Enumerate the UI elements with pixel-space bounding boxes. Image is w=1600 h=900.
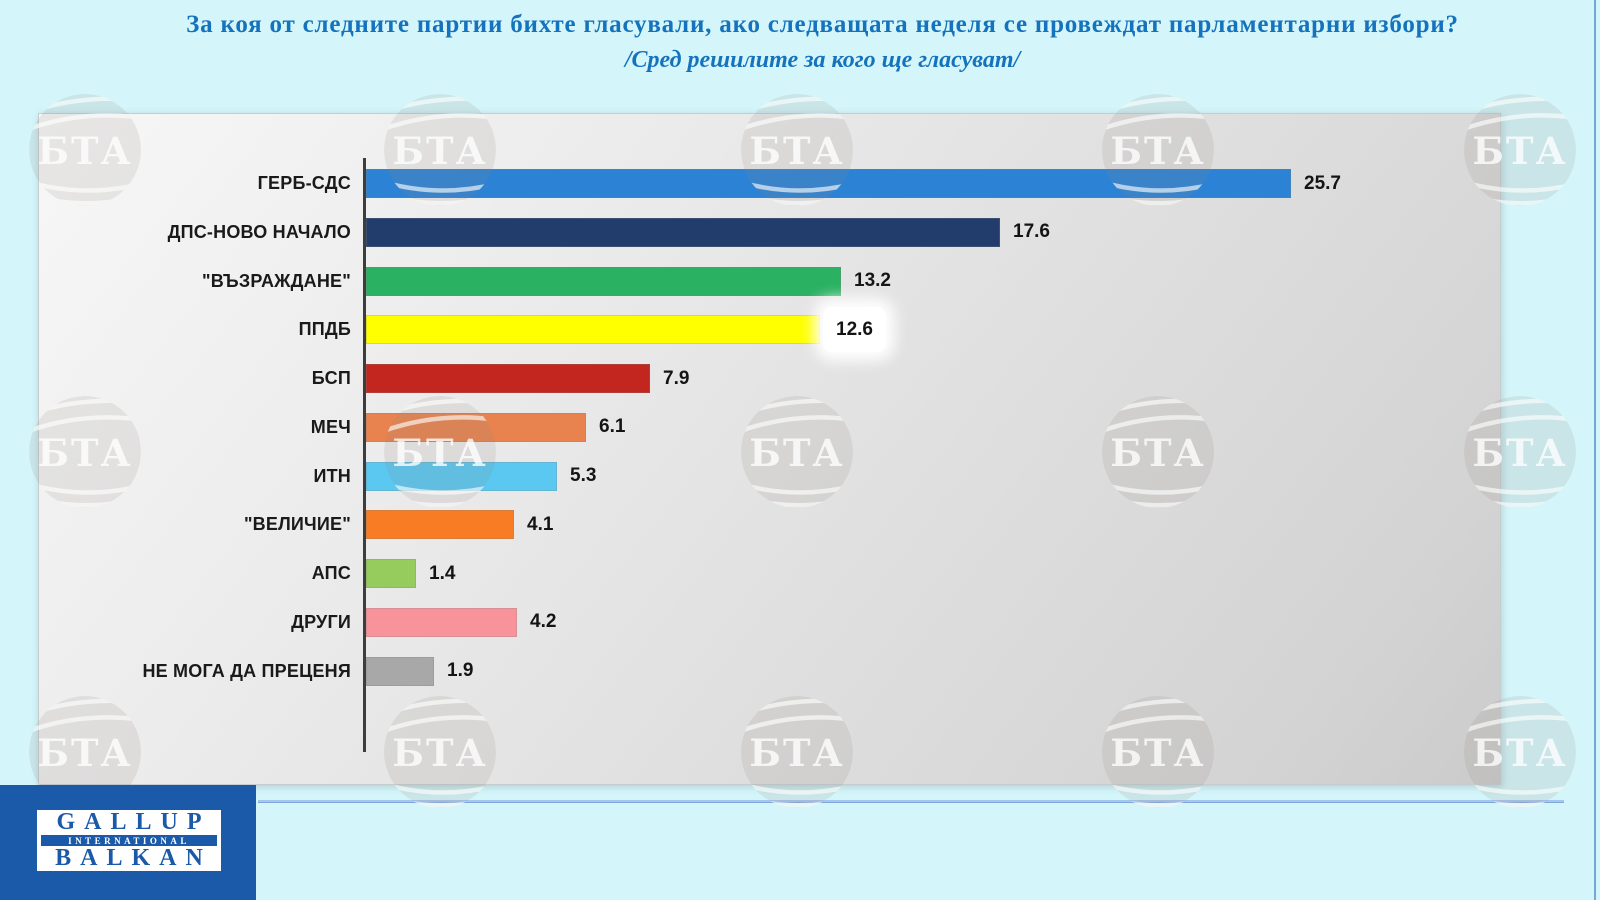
party-label: БСП xyxy=(311,368,351,388)
chart-bar xyxy=(366,217,1000,247)
logo-international-text: INTERNATIONAL xyxy=(41,835,217,846)
value-label: 12.6 xyxy=(823,307,886,353)
gallup-balkan-logo: GALLUP INTERNATIONAL BALKAN xyxy=(0,785,256,900)
party-label: ДПС-НОВО НАЧАЛО xyxy=(167,221,351,242)
right-border-line xyxy=(1594,0,1596,900)
party-label: "ВЪЗРАЖДАНЕ" xyxy=(201,270,351,291)
value-label: 1.9 xyxy=(447,660,474,681)
chart-title-block: За коя от следните партии бихте гласувал… xyxy=(0,8,1600,76)
value-label: 7.9 xyxy=(663,367,690,389)
chart-bar xyxy=(366,510,514,540)
party-label: ИТН xyxy=(313,465,351,486)
party-label: НЕ МОГА ДА ПРЕЦЕНЯ xyxy=(142,660,351,681)
logo-balkan-text: BALKAN xyxy=(55,845,212,871)
chart-panel: ГЕРБ-СДС 25.7 ДПС-НОВО НАЧАЛО 17.6 "ВЪЗРАЖДА… xyxy=(38,113,1501,785)
gallup-logo-box: GALLUP INTERNATIONAL BALKAN xyxy=(37,810,221,871)
value-label: 4.1 xyxy=(527,513,554,535)
chart-bar xyxy=(366,266,841,296)
chart-bar xyxy=(366,364,650,393)
chart-bar xyxy=(366,315,820,345)
party-label: ДРУГИ xyxy=(291,611,351,632)
logo-gallup-text: GALLUP xyxy=(56,809,211,835)
party-label: "ВЕЛИЧИЕ" xyxy=(243,514,351,535)
value-label: 13.2 xyxy=(854,270,891,291)
party-label: ППДБ xyxy=(298,319,351,340)
party-label: ГЕРБ-СДС xyxy=(257,173,351,193)
chart-bar xyxy=(366,412,586,442)
chart-bar xyxy=(366,607,517,637)
chart-title: За коя от следните партии бихте гласувал… xyxy=(186,11,1459,38)
value-label: 6.1 xyxy=(599,416,626,438)
value-label: 17.6 xyxy=(1013,221,1050,243)
party-label: АПС xyxy=(311,563,351,583)
chart-bar xyxy=(366,461,557,491)
chart-subtitle: /Сред решилите за кого ще гласуват/ xyxy=(624,47,1021,73)
value-label: 25.7 xyxy=(1304,172,1341,194)
chart-bar xyxy=(366,169,1291,198)
y-axis-line xyxy=(363,158,366,752)
value-label: 5.3 xyxy=(570,465,597,486)
value-label: 4.2 xyxy=(530,611,557,633)
chart-bar xyxy=(366,559,416,588)
chart-bar xyxy=(366,656,434,686)
value-label: 1.4 xyxy=(429,562,456,584)
party-label: МЕЧ xyxy=(310,416,351,437)
footer-divider-line xyxy=(258,800,1564,803)
